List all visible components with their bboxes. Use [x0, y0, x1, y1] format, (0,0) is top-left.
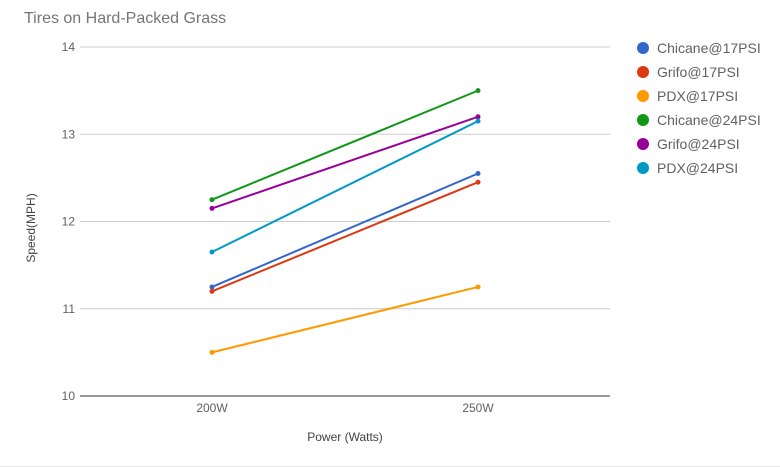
legend-item[interactable]: Grifo@17PSI — [637, 64, 740, 80]
legend-swatch — [637, 162, 649, 174]
y-tick-label: 12 — [62, 215, 76, 229]
data-point — [475, 88, 481, 94]
y-tick-label: 11 — [63, 302, 76, 316]
series-line — [211, 120, 479, 253]
legend-label: Chicane@24PSI — [657, 112, 761, 128]
x-axis-label: Power (Watts) — [307, 430, 383, 444]
legend-item[interactable]: PDX@24PSI — [637, 160, 738, 176]
legend-label: PDX@17PSI — [657, 88, 738, 104]
data-point — [209, 205, 215, 211]
data-point — [475, 171, 481, 177]
legend-item[interactable]: Chicane@24PSI — [637, 112, 761, 128]
y-tick-label: 13 — [62, 127, 76, 141]
y-axis-label: Speed(MPH) — [24, 193, 38, 262]
data-point — [475, 179, 481, 185]
legend-swatch — [637, 90, 649, 102]
series-line — [211, 115, 479, 210]
legend-swatch — [637, 138, 649, 150]
data-point — [475, 118, 481, 124]
data-point — [209, 284, 215, 290]
data-point — [209, 288, 215, 294]
y-axis-ticks: 10 11 12 13 14 — [62, 40, 76, 403]
series-line — [211, 285, 479, 354]
series-line — [211, 181, 479, 293]
legend: Chicane@17PSI Grifo@17PSI PDX@17PSI Chicane… — [637, 40, 761, 176]
series-line — [211, 89, 479, 201]
legend-item[interactable]: Grifo@24PSI — [637, 136, 740, 152]
series-line — [211, 172, 479, 288]
legend-label: PDX@24PSI — [657, 160, 738, 176]
data-point — [475, 284, 481, 290]
legend-swatch — [637, 42, 649, 54]
y-tick-label: 10 — [62, 389, 76, 403]
data-point — [475, 114, 481, 120]
legend-label: Grifo@17PSI — [657, 64, 740, 80]
x-tick-label: 200W — [196, 401, 228, 415]
data-point — [209, 349, 215, 355]
gridlines — [80, 46, 610, 397]
chart-title: Tires on Hard-Packed Grass — [24, 10, 226, 27]
data-point — [209, 197, 215, 203]
x-axis-ticks: 200W 250W — [196, 401, 494, 415]
legend-swatch — [637, 114, 649, 126]
series-lines — [209, 88, 481, 355]
legend-item[interactable]: PDX@17PSI — [637, 88, 738, 104]
legend-label: Grifo@24PSI — [657, 136, 740, 152]
legend-item[interactable]: Chicane@17PSI — [637, 40, 761, 56]
x-tick-label: 250W — [462, 401, 494, 415]
y-tick-label: 14 — [62, 40, 76, 54]
data-point — [209, 249, 215, 255]
legend-swatch — [637, 66, 649, 78]
legend-label: Chicane@17PSI — [657, 40, 761, 56]
